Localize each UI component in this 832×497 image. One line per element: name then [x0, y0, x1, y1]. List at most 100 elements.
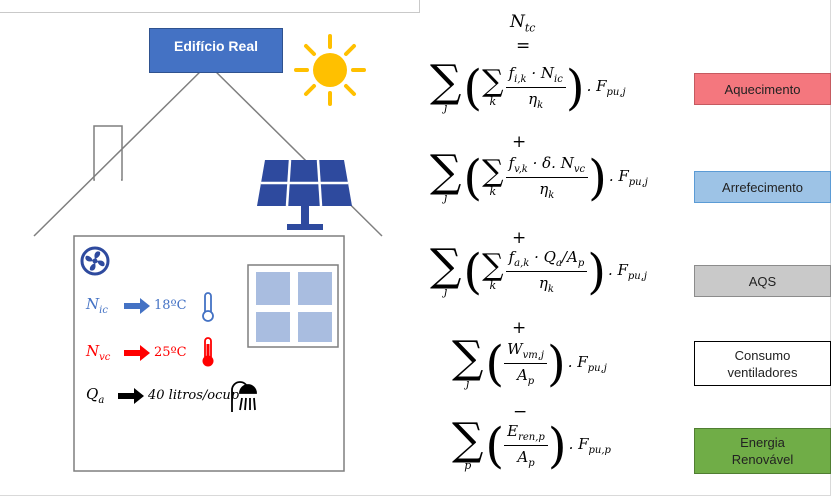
term-renewable: ∑ p(Eren,p Ap). Fpu,p: [452, 414, 611, 472]
factor-symbol: . F: [567, 353, 588, 371]
numerator: fi,k · Nic: [505, 64, 566, 88]
sum-inner-index: k: [489, 185, 497, 198]
label-consumo-line2: ventiladores: [727, 364, 798, 380]
sum-index: j: [466, 377, 470, 390]
fraction: Wvm,j Ap: [504, 340, 547, 387]
sum-index: p: [464, 459, 472, 472]
sigma-inner-symbol: ∑: [482, 248, 504, 283]
num-symbol: f: [508, 64, 515, 82]
top-rule: [0, 12, 420, 13]
den-symbol: A: [517, 448, 529, 466]
factor: . Fpu,j: [608, 261, 647, 282]
roof: [33, 62, 383, 237]
sigma-symbol: ∑: [452, 414, 484, 465]
term-fans: ∑ j(Wvm,j Ap). Fpu,j: [452, 335, 607, 392]
nvc-sub: vc: [99, 352, 111, 363]
num-sub: vm,j: [522, 350, 544, 361]
house-illustration: [33, 34, 383, 472]
den-sub: k: [547, 284, 554, 295]
sum-outer: ∑ j: [430, 244, 461, 298]
label-aqs: AQS: [694, 265, 831, 297]
lhs: Ntc: [510, 12, 535, 34]
thermometer-blue-icon: [202, 292, 214, 322]
paren-close: ): [587, 243, 606, 300]
numerator: fv,k · δ. Nvc: [505, 154, 589, 178]
num-rest: · Q: [529, 248, 556, 266]
fan-icon: [80, 246, 110, 276]
label-arrefecimento: Arrefecimento: [694, 171, 831, 203]
factor-sub: pu,j: [587, 363, 607, 374]
qa-sub: a: [98, 395, 105, 406]
qa-value: 40 litros/ocup: [148, 388, 240, 403]
nvc-value: 25ºC: [154, 345, 187, 360]
qa-symbol: Q: [86, 385, 99, 403]
lhs-symbol: N: [510, 12, 525, 32]
num-sub: ren,p: [518, 432, 545, 443]
sum-inner-index: k: [489, 95, 497, 108]
sun-icon: [294, 34, 366, 106]
denominator: ηk: [528, 88, 543, 111]
sum-index: j: [444, 101, 448, 114]
top-rule-end: [419, 0, 420, 13]
nic-line: Nic: [86, 295, 108, 316]
numerator: fa,k · Qa/Ap: [505, 248, 588, 272]
sum-outer: ∑ j: [452, 336, 483, 390]
label-energia-line2: Renovável: [731, 452, 794, 467]
paren-close: ): [547, 335, 566, 392]
plus-3: +: [512, 318, 527, 338]
arrow-red-icon: [124, 345, 150, 361]
label-aquecimento: Aquecimento: [694, 73, 831, 105]
shower-icon: [231, 381, 257, 412]
num-rest-sub: vc: [573, 164, 586, 175]
plus-1: +: [512, 132, 527, 152]
equals-sign: =: [516, 36, 531, 56]
paren-open: (: [463, 149, 483, 206]
nic-symbol: N: [86, 295, 100, 313]
label-consumo-ventiladores: Consumo ventiladores: [694, 341, 831, 386]
den-sub: k: [548, 190, 555, 201]
num-sub: i,k: [514, 74, 527, 85]
num-sub: v,k: [514, 164, 528, 175]
num-rest: · N: [526, 64, 555, 82]
sum-inner: ∑ k: [482, 157, 503, 198]
nic-sub: ic: [99, 305, 108, 316]
denominator: ηk: [539, 178, 554, 201]
numerator: Wvm,j: [504, 340, 547, 364]
sum-inner-index: k: [489, 279, 497, 292]
label-aquecimento-text: Aquecimento: [724, 81, 801, 97]
factor-sub: pu,p: [588, 445, 611, 456]
denominator: Ap: [517, 446, 534, 469]
nvc-line: Nvc: [86, 342, 110, 363]
den-symbol: A: [516, 366, 528, 384]
num-tail: /A: [561, 248, 578, 266]
den-symbol: η: [528, 90, 538, 108]
minus-sign: −: [513, 402, 528, 422]
num-sub: a,k: [514, 258, 530, 269]
num-symbol: f: [508, 154, 515, 172]
label-aqs-text: AQS: [748, 273, 777, 289]
sigma-symbol: ∑: [430, 146, 462, 197]
factor: . Fpu,j: [587, 77, 626, 98]
paren-close: ): [588, 149, 607, 206]
sum-inner: ∑ k: [482, 64, 504, 108]
arrow-blue-icon: [124, 298, 150, 314]
den-sub: p: [527, 376, 535, 387]
factor-symbol: . F: [568, 435, 589, 453]
num-rest-sub: ic: [554, 74, 563, 85]
num-symbol: W: [507, 340, 523, 358]
paren-close: ): [565, 59, 585, 116]
num-rest-sub: a: [555, 258, 562, 269]
factor: . Fpu,j: [609, 167, 648, 188]
label-consumo-line1: Consumo: [734, 347, 791, 363]
solar-panel-icon: [257, 159, 352, 230]
sigma-symbol: ∑: [430, 56, 462, 107]
label-arrefecimento-text: Arrefecimento: [722, 179, 803, 195]
sum-inner: ∑ k: [482, 248, 504, 292]
building-label: Edifício Real: [149, 28, 283, 73]
lhs-sub: tc: [524, 21, 536, 35]
sum-outer: ∑ j: [430, 146, 462, 204]
denominator: ηk: [539, 272, 554, 295]
window: [247, 264, 339, 348]
sigma-inner-symbol: ∑: [482, 64, 504, 99]
